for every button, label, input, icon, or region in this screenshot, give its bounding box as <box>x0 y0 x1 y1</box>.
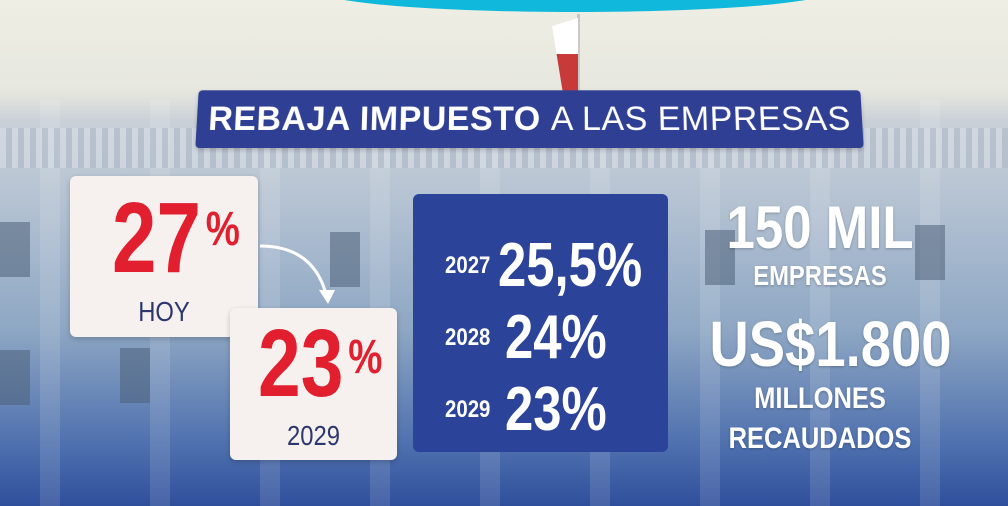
revenue-line2: RECAUDADOS <box>710 424 931 454</box>
top-accent-arc <box>320 0 830 12</box>
schedule-row: 2027 25,5% <box>445 230 668 302</box>
target-rate-label: 2029 <box>243 422 385 450</box>
window <box>0 350 30 405</box>
arrow-icon <box>255 238 345 308</box>
companies-value: 150 MIL <box>710 198 931 258</box>
headline-rest: A LAS EMPRESAS <box>551 100 852 139</box>
revenue-line1: MILLONES <box>710 384 931 414</box>
companies-label: EMPRESAS <box>710 262 931 290</box>
schedule-year: 2029 <box>445 398 496 422</box>
headline-banner: REBAJA IMPUESTO A LAS EMPRESAS <box>195 90 863 148</box>
current-rate-unit: % <box>206 206 240 254</box>
revenue-value: US$1.800 <box>710 312 931 376</box>
schedule-year: 2027 <box>445 254 490 278</box>
schedule-panel: 2027 25,5% 2028 24% 2029 23% <box>413 194 668 452</box>
window <box>0 222 30 277</box>
schedule-rate: 23% <box>505 379 607 441</box>
schedule-rate: 24% <box>505 307 607 369</box>
headline-bold: REBAJA IMPUESTO <box>207 100 541 139</box>
current-rate-label: HOY <box>84 298 244 326</box>
schedule-year: 2028 <box>445 326 496 350</box>
target-rate-unit: % <box>348 334 382 382</box>
schedule-row: 2029 23% <box>445 374 668 446</box>
chile-flag <box>552 18 578 98</box>
current-rate-value: 27 <box>112 188 201 288</box>
window <box>120 348 150 403</box>
target-rate-card: 23 % 2029 <box>230 308 397 460</box>
schedule-row: 2028 24% <box>445 302 668 374</box>
target-rate-value: 23 <box>258 316 343 412</box>
schedule-rate: 25,5% <box>498 235 642 297</box>
